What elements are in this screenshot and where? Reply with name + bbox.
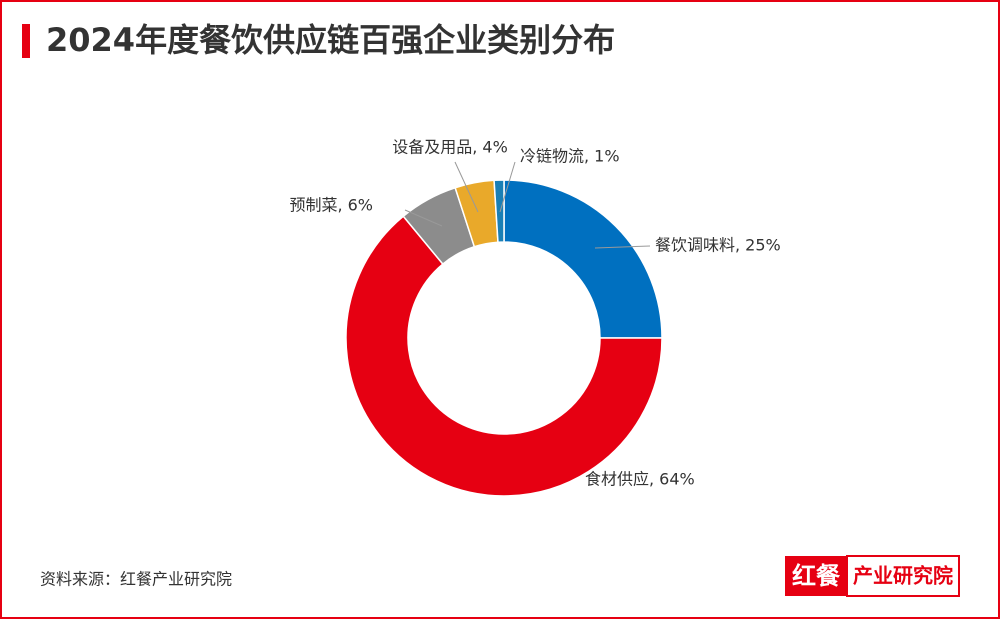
donut-segment bbox=[503, 179, 663, 339]
title-bar bbox=[22, 24, 30, 58]
chart-title: 2024年度餐饮供应链百强企业类别分布 bbox=[46, 21, 615, 59]
data-label: 预制菜, 6% bbox=[289, 196, 373, 215]
donut-segment bbox=[493, 179, 505, 243]
leader-line bbox=[499, 161, 516, 213]
data-label: 设备及用品, 4% bbox=[392, 138, 508, 157]
leader-line bbox=[594, 245, 651, 249]
data-label: 食材供应, 64% bbox=[585, 470, 695, 489]
logo-left: 红餐 bbox=[792, 562, 841, 590]
logo-right: 产业研究院 bbox=[853, 564, 953, 588]
logo-left-box bbox=[785, 556, 847, 596]
data-label: 餐饮调味料, 25% bbox=[655, 236, 781, 255]
data-label: 冷链物流, 1% bbox=[520, 147, 620, 166]
logo-right-box bbox=[846, 555, 960, 597]
donut-segment bbox=[345, 215, 663, 497]
leader-line bbox=[454, 161, 479, 213]
leader-line bbox=[404, 209, 443, 227]
source: 资料来源：红餐产业研究院 bbox=[40, 570, 232, 589]
